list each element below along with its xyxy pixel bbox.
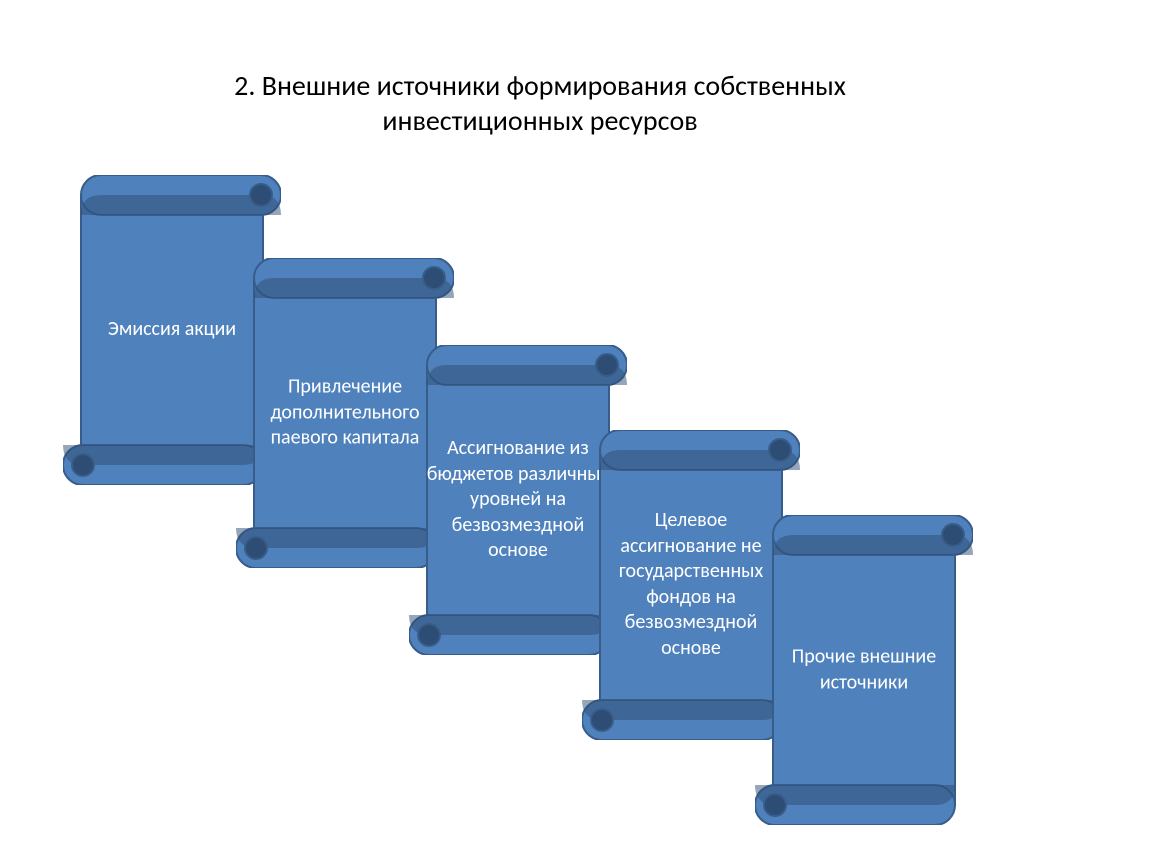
- slide-title-line1: 2. Внешние источники формирования собств…: [234, 68, 846, 103]
- slide-title-line2: инвестиционных ресурсов: [382, 103, 697, 138]
- scroll-label: Прочие внешние источники: [769, 644, 959, 695]
- scroll-shape: Прочие внешние источники: [755, 515, 973, 825]
- slide-title: 2. Внешние источники формирования собств…: [90, 68, 990, 138]
